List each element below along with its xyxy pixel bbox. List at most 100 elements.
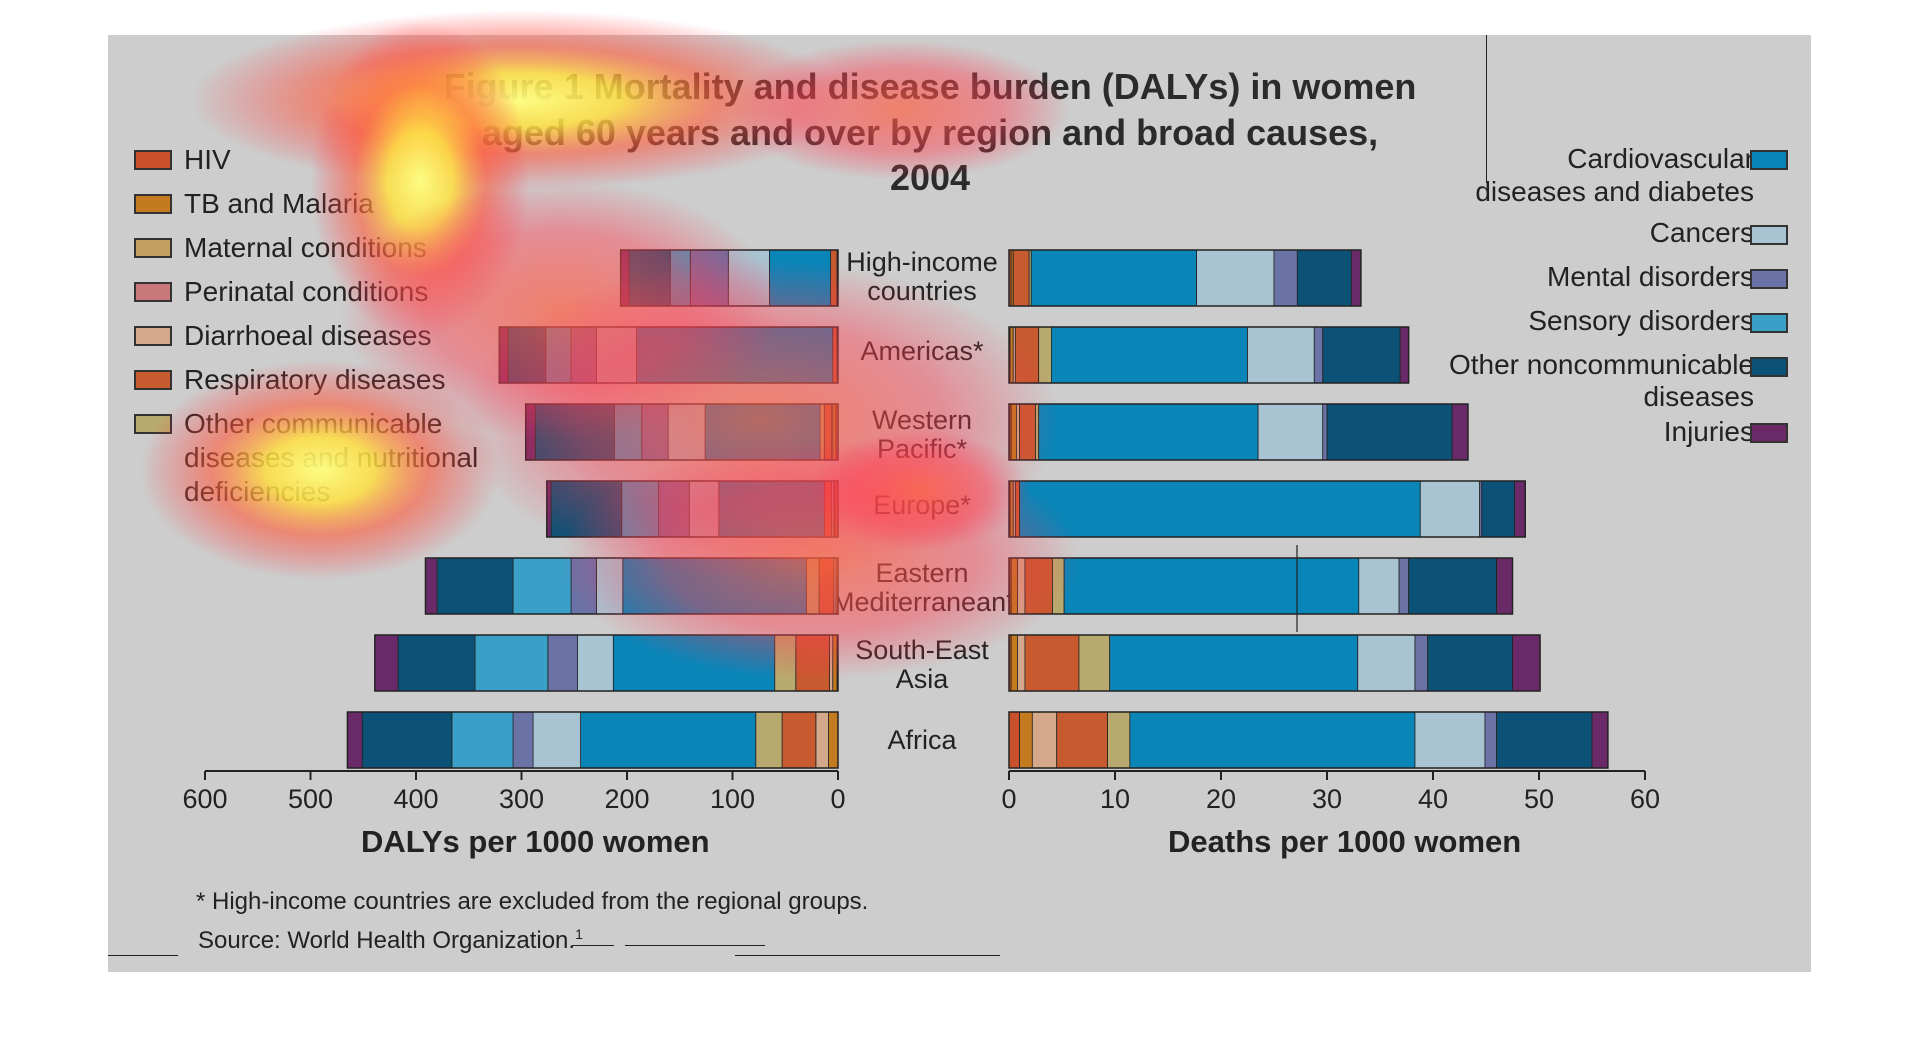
- bar-segment: [795, 634, 830, 692]
- bar-outline: [1008, 711, 1609, 769]
- legend-label-line: diseases and diabetes: [1475, 176, 1754, 207]
- bar-segment: [1009, 326, 1014, 384]
- bar-segment: [1016, 403, 1020, 461]
- legend-label-line: Cardiovascular: [1567, 143, 1754, 174]
- right-tick-label: 10: [1100, 784, 1130, 814]
- bar-segment: [823, 403, 833, 461]
- bar-segment: [577, 634, 614, 692]
- bar-segment: [1056, 711, 1108, 769]
- divider-line: [108, 955, 178, 956]
- legend-swatch-sensory: [1750, 313, 1788, 333]
- right-tick-label: 30: [1312, 784, 1342, 814]
- bar-segment: [1273, 249, 1298, 307]
- bar-segment: [347, 711, 363, 769]
- right-tick-label: 50: [1524, 784, 1554, 814]
- bar-segment: [474, 634, 549, 692]
- bar-segment: [512, 711, 534, 769]
- bar-segment: [1322, 326, 1401, 384]
- bar-segment: [832, 403, 837, 461]
- bar-segment: [1031, 711, 1058, 769]
- bar-segment: [550, 480, 623, 538]
- legend-swatch-injuries: [1750, 423, 1788, 443]
- legend-label-line: Sensory disorders: [1528, 305, 1754, 336]
- bar-segment: [1024, 557, 1053, 615]
- bar-segment: [755, 711, 783, 769]
- bar-segment: [828, 711, 839, 769]
- bar-segment: [547, 634, 578, 692]
- bar-segment: [818, 557, 835, 615]
- legend-label-line: Cancers: [1649, 217, 1754, 248]
- bar-segment: [1024, 634, 1080, 692]
- legend-swatch-cardiovascular: [1750, 150, 1788, 170]
- left-tick-label: 200: [604, 784, 649, 814]
- bar-segment: [374, 634, 399, 692]
- legend-swatch: [134, 326, 172, 346]
- left-axis-title: DALYs per 1000 women: [361, 824, 710, 859]
- bar-segment: [1008, 711, 1021, 769]
- bar-segment: [613, 403, 643, 461]
- bar-segment: [819, 403, 825, 461]
- legend-swatch-cancers: [1750, 225, 1788, 245]
- bar-segment: [832, 326, 838, 384]
- bar-segment: [727, 249, 770, 307]
- bar-segment: [1014, 480, 1020, 538]
- bar-segment: [781, 711, 817, 769]
- bar-segment: [1196, 249, 1275, 307]
- bar-segment: [774, 634, 797, 692]
- right-tick-label: 40: [1418, 784, 1448, 814]
- right-axis-title: Deaths per 1000 women: [1168, 824, 1522, 859]
- region-label-line: Africa: [887, 725, 957, 755]
- bar-segment: [596, 557, 624, 615]
- source-text: Source: World Health Organization.: [198, 927, 576, 954]
- legend-label-line: Mental disorders: [1547, 261, 1754, 292]
- bar-segment: [1010, 634, 1018, 692]
- bar-segment: [1496, 557, 1513, 615]
- bar-segment: [1399, 326, 1410, 384]
- legend-swatch: [134, 282, 172, 302]
- footnote: * High-income countries are excluded fro…: [196, 888, 869, 915]
- bar-segment: [612, 634, 776, 692]
- bar-segment: [1014, 326, 1040, 384]
- bar-segment: [451, 711, 514, 769]
- bar-segment: [436, 557, 514, 615]
- bar-segment: [689, 249, 729, 307]
- bar-segment: [829, 634, 834, 692]
- bar-segment: [669, 249, 691, 307]
- bar-segment: [1019, 403, 1036, 461]
- bar-segment: [1484, 711, 1497, 769]
- right-tick-label: 0: [1001, 784, 1016, 814]
- bar-segment: [622, 557, 807, 615]
- bar-segment: [1010, 557, 1018, 615]
- bar-segment: [1322, 403, 1328, 461]
- bar-segment: [1357, 634, 1416, 692]
- bar-segment: [1358, 557, 1400, 615]
- bar-segment: [769, 249, 832, 307]
- bar-segment: [1109, 634, 1359, 692]
- divider-line: [625, 945, 765, 946]
- bar-segment: [1038, 403, 1259, 461]
- left-tick-label: 600: [182, 784, 227, 814]
- bar-segment: [1350, 249, 1362, 307]
- left-tick-label: 100: [710, 784, 755, 814]
- bar-segment: [1019, 480, 1421, 538]
- bar-segment: [658, 480, 690, 538]
- bar-segment: [636, 326, 834, 384]
- left-tick-label: 400: [393, 784, 438, 814]
- bar-segment: [507, 326, 547, 384]
- bar-segment: [1496, 711, 1593, 769]
- bar-segment: [621, 480, 660, 538]
- bar-segment: [1414, 711, 1486, 769]
- bar-segment: [1451, 403, 1469, 461]
- bar-segment: [688, 480, 720, 538]
- bar-segment: [1296, 249, 1352, 307]
- bar-segment: [545, 326, 572, 384]
- region-label-africa: Africa: [832, 726, 1012, 755]
- bar-segment: [1035, 403, 1040, 461]
- bar-segment: [628, 249, 671, 307]
- bar-segment: [1010, 403, 1017, 461]
- legend-swatch-mental: [1750, 269, 1788, 289]
- bar-segment: [805, 557, 820, 615]
- bar-segment: [1129, 711, 1416, 769]
- bar-segment: [1012, 249, 1030, 307]
- legend-swatch: [134, 238, 172, 258]
